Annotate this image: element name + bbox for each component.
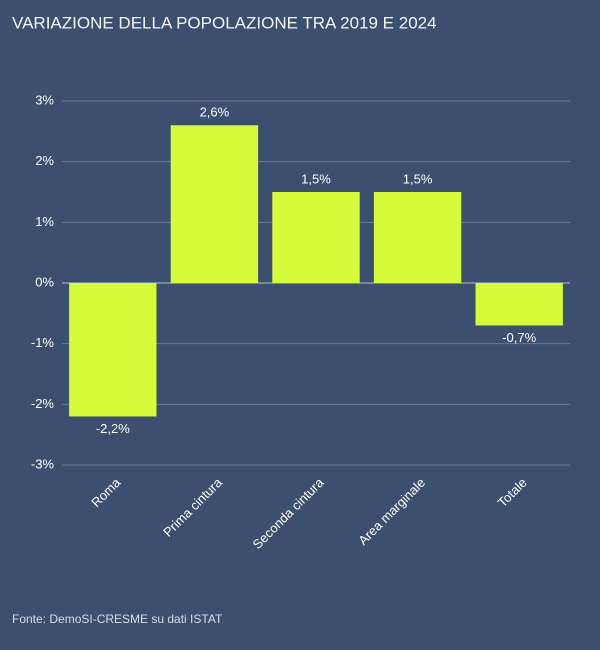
value-label: 1,5% [403,171,433,186]
bar [475,283,563,326]
chart-title: VARIAZIONE DELLA POPOLAZIONE TRA 2019 E … [12,13,437,32]
y-tick-label: -2% [31,396,55,411]
value-label: 1,5% [301,171,331,186]
value-label: 2,6% [200,105,230,120]
y-tick-label: 1% [35,214,54,229]
source: Fonte: DemoSI-CRESME su dati ISTAT [12,612,223,626]
value-label: -2,2% [96,421,130,436]
value-label: -0,7% [502,330,536,345]
bar [272,192,360,283]
y-tick-label: -3% [31,456,55,471]
y-tick-label: 0% [35,274,54,289]
y-tick-label: -1% [31,335,55,350]
bar [69,283,157,417]
y-tick-label: 2% [35,153,54,168]
y-tick-label: 3% [35,92,54,107]
bar [373,192,462,283]
bar [170,125,259,284]
